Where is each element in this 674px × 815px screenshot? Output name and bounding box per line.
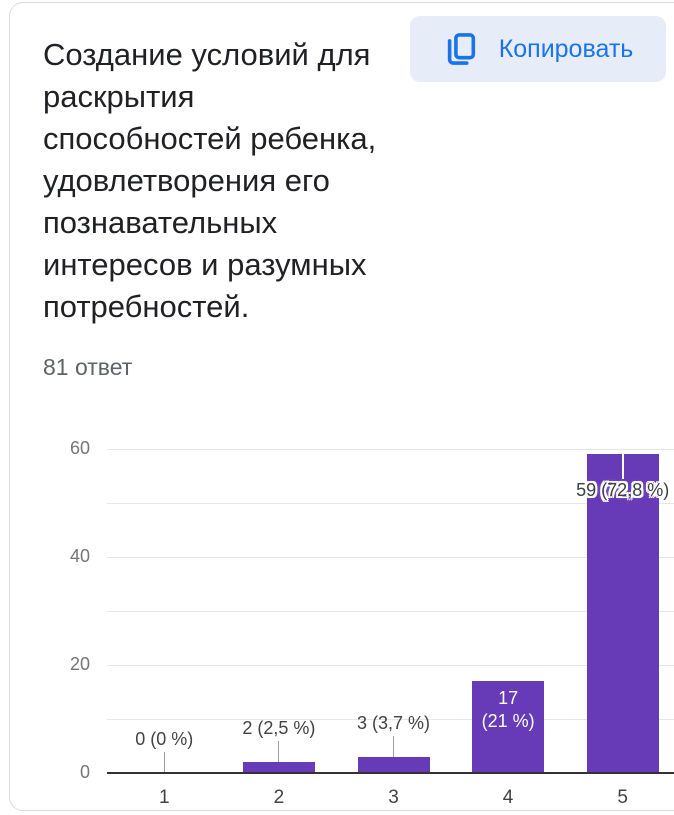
x-axis-category-label: 2: [273, 787, 285, 808]
y-axis-tick-label: 40: [69, 546, 90, 566]
copy-button[interactable]: Копировать: [410, 16, 666, 82]
x-axis-category-label: 3: [388, 787, 399, 808]
horizontal-gridline: [107, 665, 674, 666]
bar-value-label: 0 (0 %): [135, 729, 194, 749]
question-title: Создание условий для раскрытия способнос…: [43, 37, 377, 324]
y-axis-tick-label: 0: [79, 762, 90, 782]
bar[interactable]: [586, 454, 659, 773]
bar[interactable]: [357, 756, 430, 773]
copy-button-label: Копировать: [498, 34, 634, 63]
bar-value-label: 3 (3,7 %): [356, 712, 431, 733]
horizontal-gridline: [107, 611, 674, 612]
bar-value-label: 2 (2,5 %): [242, 718, 316, 739]
bar[interactable]: [472, 681, 545, 773]
bar-label-stem: [621, 454, 624, 480]
bar-value-label: 17 (21 %): [481, 688, 535, 732]
horizontal-gridline: [107, 719, 674, 720]
bar-label-stem: [278, 741, 280, 763]
horizontal-gridline: [107, 449, 674, 450]
bar-chart: 0 20 40 60 0 (0 %) 1 2 (2,5 %) 2 3 (3,7 %) 3 17 (2…: [0, 420, 674, 815]
x-axis-category-label: 5: [617, 787, 628, 808]
horizontal-gridline: [107, 557, 674, 558]
x-axis-category-label: 4: [502, 787, 514, 808]
x-axis-category-label: 1: [159, 787, 170, 808]
x-axis-line: [107, 772, 674, 774]
copy-icon: [443, 31, 479, 67]
y-axis-tick-label: 20: [69, 654, 90, 674]
y-axis-tick-label: 60: [69, 438, 90, 458]
bar-label-stem: [163, 752, 165, 773]
bar-value-label: 59 (72,8 %): [576, 480, 670, 501]
bar[interactable]: [242, 762, 315, 773]
responses-count: 81 ответ: [43, 354, 133, 380]
horizontal-gridline: [107, 503, 674, 504]
bar-label-stem: [393, 735, 394, 757]
question-result-card: [9, 2, 674, 811]
